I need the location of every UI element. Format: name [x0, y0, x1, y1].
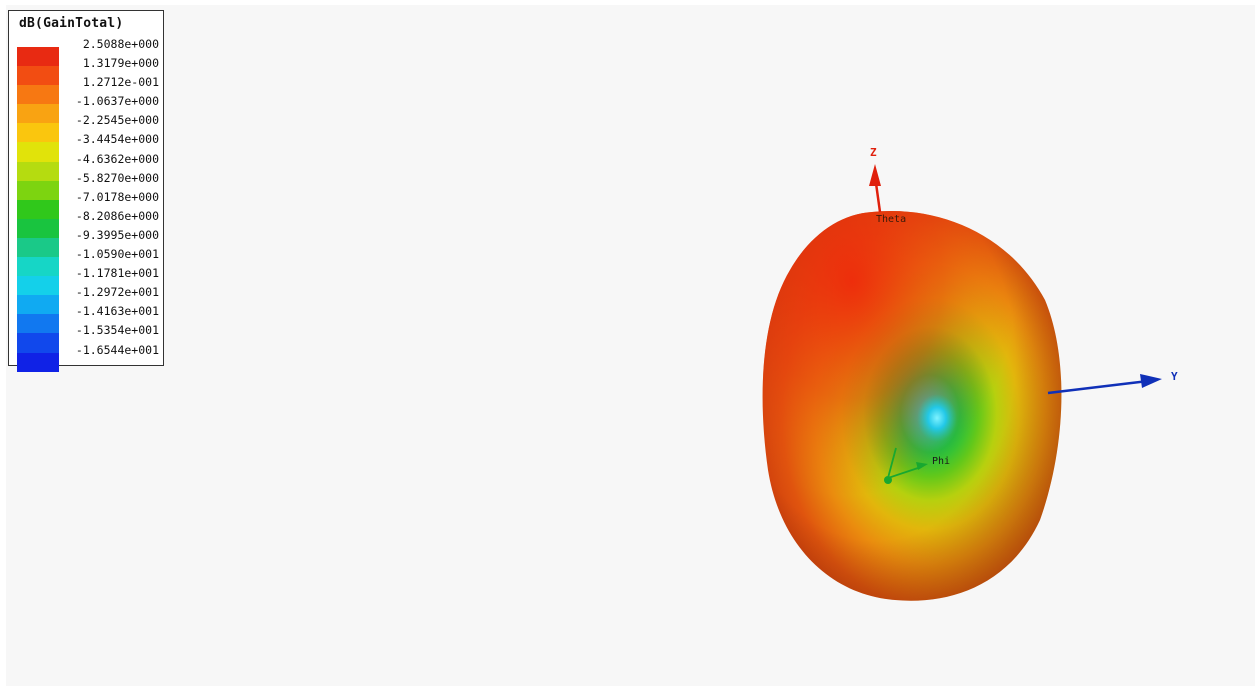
legend-value: 1.3179e+000 [82, 56, 159, 71]
legend-row: -9.3995e+000 [17, 228, 163, 258]
legend-row: 2.5088e+000 [17, 37, 163, 67]
legend-swatch [17, 218, 59, 238]
legend-value: -2.2545e+000 [75, 113, 159, 128]
legend-swatch [17, 276, 59, 296]
y-axis-line [1047, 379, 1149, 395]
z-axis: Z [869, 146, 882, 213]
y-axis-label: Y [1171, 370, 1178, 383]
y-axis-arrowhead [1140, 374, 1162, 388]
legend-row: 1.3179e+000 [17, 56, 163, 86]
legend-value: -5.8270e+000 [75, 170, 159, 185]
legend-row: -1.6544e+001 [17, 343, 163, 372]
phi-axis-arrowhead [916, 462, 928, 470]
legend-swatch [17, 314, 59, 334]
legend-value: 1.2712e-001 [82, 75, 159, 90]
lobe-shading [762, 211, 1062, 601]
legend-value: -1.4163e+001 [75, 304, 159, 319]
z-axis-label: Z [870, 146, 877, 159]
legend-row: -5.8270e+000 [17, 171, 163, 200]
legend-row: -7.0178e+000 [17, 190, 163, 219]
legend-swatch [17, 237, 59, 258]
legend-swatch [17, 104, 59, 124]
lobe-null-region [917, 394, 957, 442]
legend-rows: 2.5088e+000 1.3179e+000 1.2712e-001 -1.0637… [17, 37, 163, 372]
legend-value: -1.0590e+001 [75, 247, 159, 262]
legend-value: -3.4454e+000 [75, 132, 159, 147]
legend-swatch [17, 257, 59, 277]
legend-swatch [17, 47, 59, 67]
legend-swatch [17, 142, 59, 162]
legend-value: -9.3995e+000 [75, 227, 159, 242]
legend-swatch [17, 199, 59, 219]
legend-value: -1.5354e+001 [75, 323, 159, 338]
z-axis-arrowhead [869, 164, 881, 186]
legend-swatch [17, 161, 59, 181]
legend-row: -1.0590e+001 [17, 247, 163, 277]
legend-row: -8.2086e+000 [17, 209, 163, 238]
legend-value: -1.2972e+001 [75, 285, 159, 300]
legend-value: -1.0637e+000 [75, 94, 159, 109]
legend-value: -1.1781e+001 [75, 266, 159, 281]
legend-swatch [17, 333, 59, 353]
legend-swatch [17, 295, 59, 315]
legend-value: 2.5088e+000 [82, 37, 159, 51]
legend-value: -1.6544e+001 [75, 342, 159, 357]
legend-swatch [17, 85, 59, 105]
legend-swatch [17, 352, 59, 372]
legend-row: -3.4454e+000 [17, 132, 163, 162]
phi-label: Phi [932, 456, 950, 467]
y-axis: Y [1047, 370, 1178, 395]
legend-row: -1.1781e+001 [17, 266, 163, 296]
legend-value: -8.2086e+000 [75, 208, 159, 223]
legend-row: -1.4163e+001 [17, 304, 163, 334]
legend-row: -4.6362e+000 [17, 152, 163, 181]
color-legend: dB(GainTotal) 2.5088e+000 1.3179e+000 1.27… [8, 10, 164, 372]
phi-axis-origin [884, 476, 892, 484]
legend-row: -1.5354e+001 [17, 323, 163, 353]
legend-swatch [17, 180, 59, 200]
legend-row: -1.0637e+000 [17, 94, 163, 124]
legend-row: -2.2545e+000 [17, 113, 163, 143]
theta-label: Theta [876, 214, 906, 225]
phi-axis: Phi [884, 447, 950, 484]
legend-value: -4.6362e+000 [75, 151, 159, 166]
legend-swatch [17, 66, 59, 86]
phi-axis-line-a [887, 447, 897, 479]
legend-title: dB(GainTotal) [19, 16, 124, 31]
phi-axis-line-b [887, 467, 919, 479]
legend-value: -7.0178e+000 [75, 189, 159, 204]
legend-swatch [17, 123, 59, 143]
legend-row: 1.2712e-001 [17, 75, 163, 105]
legend-row: -1.2972e+001 [17, 285, 163, 315]
gain-lobe [762, 211, 1062, 601]
